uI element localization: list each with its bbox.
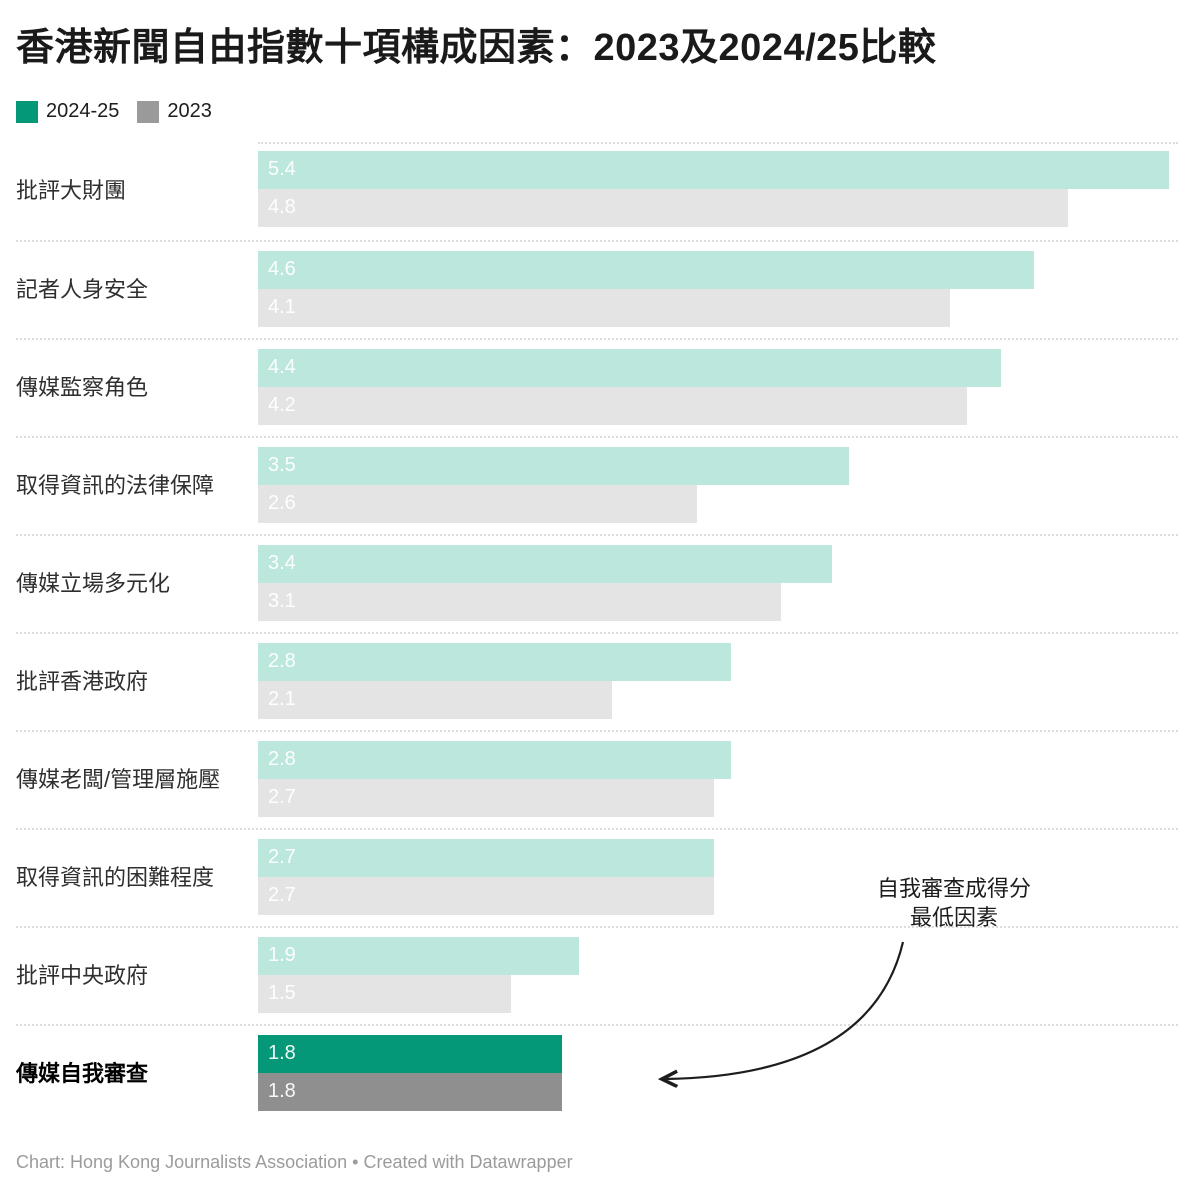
category-label: 傳媒監察角色 xyxy=(16,374,149,400)
bar-2024-25: 4.4 xyxy=(258,348,1001,387)
bar-group: 2.8 2.7 xyxy=(258,732,1178,828)
bar-group: 1.8 1.8 xyxy=(258,1026,1178,1122)
bar-group: 5.4 4.8 xyxy=(258,141,1178,240)
bar-chart: 批評大財團 5.4 4.8 記者人身安全 4.6 4.1 傳媒監察角色 4.4 4.2 取得資訊的… xyxy=(16,141,1178,1122)
bar-value-label: 1.8 xyxy=(268,1042,296,1065)
chart-row: 傳媒立場多元化 3.4 3.1 xyxy=(16,533,1178,632)
legend-label-2024-25: 2024-25 xyxy=(46,100,120,123)
bar-2024-25: 2.7 xyxy=(258,838,714,877)
bar-2024-25: 2.8 xyxy=(258,642,731,681)
category-label: 傳媒老闆/管理層施壓 xyxy=(16,766,221,792)
bar-2024-25: 2.8 xyxy=(258,740,731,779)
page-title: 香港新聞自由指數十項構成因素：2023及2024/25比較 xyxy=(16,27,937,69)
bar-2024-25: 4.6 xyxy=(258,250,1035,289)
legend: 2024-25 2023 xyxy=(16,100,1178,124)
chart-row: 記者人身安全 4.6 4.1 xyxy=(16,239,1178,338)
bar-2023: 3.1 xyxy=(258,582,782,621)
bar-value-label: 2.7 xyxy=(268,786,296,809)
bar-value-label: 2.7 xyxy=(268,884,296,907)
bar-2023: 4.1 xyxy=(258,288,950,327)
bar-group: 3.4 3.1 xyxy=(258,536,1178,632)
bar-2023: 1.5 xyxy=(258,974,512,1013)
category-label: 傳媒自我審查 xyxy=(16,1060,149,1086)
legend-swatch-2023-icon xyxy=(137,100,160,123)
bar-value-label: 2.6 xyxy=(268,492,296,515)
category-label: 批評香港政府 xyxy=(16,668,149,694)
chart-row: 批評香港政府 2.8 2.1 xyxy=(16,631,1178,730)
category-label: 記者人身安全 xyxy=(16,276,149,302)
bar-value-label: 1.9 xyxy=(268,944,296,967)
bar-2024-25: 3.5 xyxy=(258,446,849,485)
chart-annotation: 自我審查成得分 最低因素 xyxy=(798,874,1110,933)
legend-swatch-2024-25-icon xyxy=(16,100,38,123)
bar-value-label: 1.5 xyxy=(268,982,296,1005)
legend-item-2024-25: 2024-25 xyxy=(16,100,119,123)
chart-row: 傳媒自我審查 1.8 1.8 xyxy=(16,1023,1178,1122)
chart-row: 傳媒老闆/管理層施壓 2.8 2.7 xyxy=(16,729,1178,828)
bar-group: 2.7 2.7 xyxy=(258,830,1178,926)
bar-value-label: 5.4 xyxy=(268,158,296,181)
bar-2023: 2.6 xyxy=(258,484,697,523)
bar-value-label: 2.8 xyxy=(268,650,296,673)
bar-value-label: 3.1 xyxy=(268,590,296,613)
bar-2023: 2.7 xyxy=(258,778,714,817)
annotation-line-2: 最低因素 xyxy=(909,905,998,931)
chart-rows: 批評大財團 5.4 4.8 記者人身安全 4.6 4.1 傳媒監察角色 4.4 4.2 取得資訊的… xyxy=(16,141,1178,1122)
legend-item-2023: 2023 xyxy=(137,100,212,123)
bar-group: 4.4 4.2 xyxy=(258,340,1178,436)
chart-row: 批評中央政府 1.9 1.5 xyxy=(16,925,1178,1024)
chart-row: 傳媒監察角色 4.4 4.2 xyxy=(16,337,1178,436)
chart-row: 批評大財團 5.4 4.8 xyxy=(16,141,1178,240)
chart-row: 取得資訊的困難程度 2.7 2.7 xyxy=(16,827,1178,926)
bar-value-label: 4.4 xyxy=(268,356,296,379)
bar-2023: 4.2 xyxy=(258,386,967,425)
bar-2023: 4.8 xyxy=(258,188,1068,227)
category-label: 批評大財團 xyxy=(16,177,127,203)
bar-value-label: 4.1 xyxy=(268,296,296,319)
category-label: 取得資訊的法律保障 xyxy=(16,472,215,498)
bar-2023: 1.8 xyxy=(258,1072,562,1111)
chart-row: 取得資訊的法律保障 3.5 2.6 xyxy=(16,435,1178,534)
bar-2024-25: 3.4 xyxy=(258,544,832,583)
bar-2024-25: 1.9 xyxy=(258,936,579,975)
chart-source-credit: Chart: Hong Kong Journalists Association… xyxy=(16,1151,573,1172)
category-label: 傳媒立場多元化 xyxy=(16,570,171,596)
bar-value-label: 4.2 xyxy=(268,394,296,417)
bar-value-label: 2.8 xyxy=(268,748,296,771)
category-label: 批評中央政府 xyxy=(16,962,149,988)
bar-value-label: 1.8 xyxy=(268,1080,296,1103)
bar-2024-25: 5.4 xyxy=(258,150,1170,189)
bar-group: 2.8 2.1 xyxy=(258,634,1178,730)
bar-value-label: 3.5 xyxy=(268,454,296,477)
legend-label-2023: 2023 xyxy=(167,100,212,123)
annotation-line-1: 自我審查成得分 xyxy=(876,875,1031,901)
bar-2023: 2.1 xyxy=(258,680,613,719)
bar-value-label: 4.6 xyxy=(268,258,296,281)
bar-group: 1.9 1.5 xyxy=(258,928,1178,1024)
bar-group: 4.6 4.1 xyxy=(258,242,1178,338)
bar-2023: 2.7 xyxy=(258,876,714,915)
bar-2024-25: 1.8 xyxy=(258,1034,562,1073)
bar-value-label: 3.4 xyxy=(268,552,296,575)
bar-group: 3.5 2.6 xyxy=(258,438,1178,534)
bar-value-label: 2.7 xyxy=(268,846,296,869)
bar-value-label: 4.8 xyxy=(268,196,296,219)
category-label: 取得資訊的困難程度 xyxy=(16,864,215,890)
bar-value-label: 2.1 xyxy=(268,688,296,711)
